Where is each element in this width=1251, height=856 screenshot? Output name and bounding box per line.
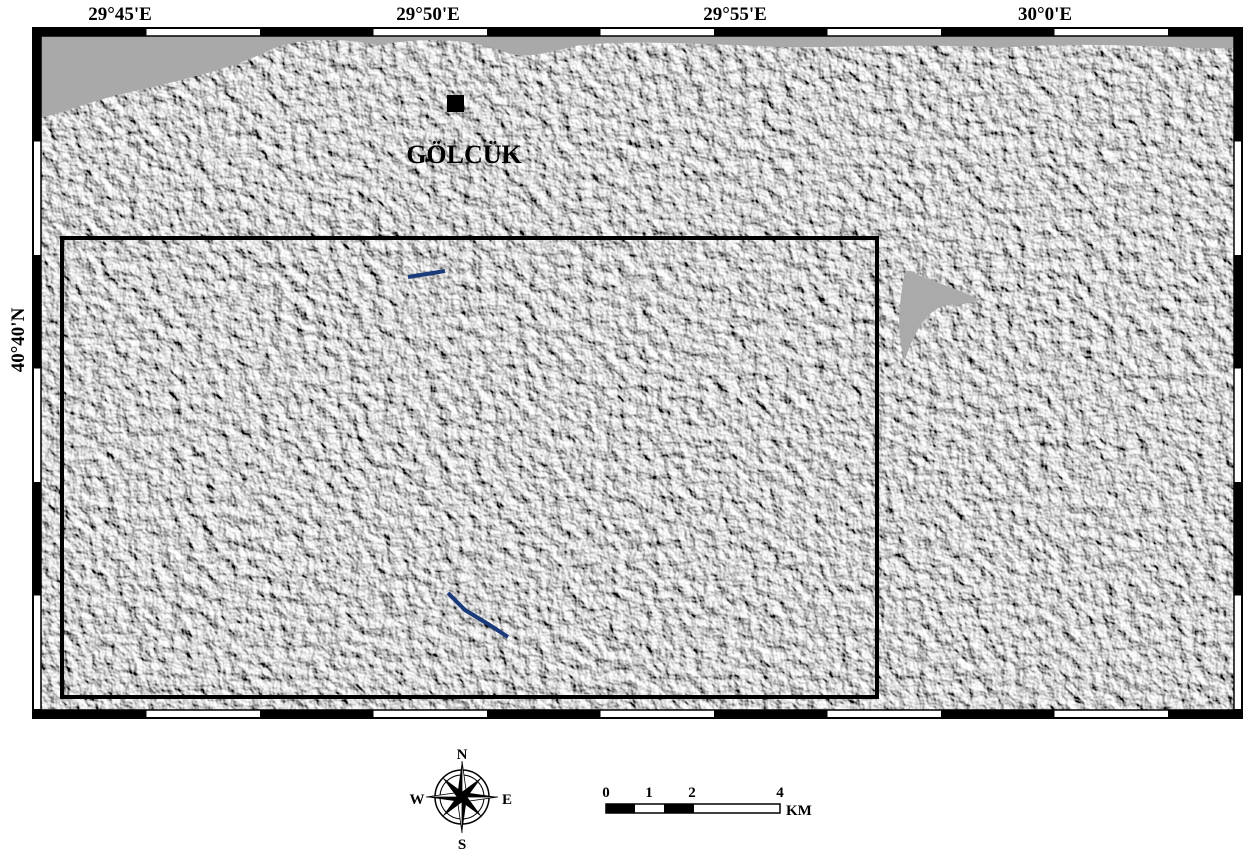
border-segment	[33, 142, 41, 256]
border-segment	[1234, 142, 1242, 256]
border-segment	[1234, 369, 1242, 483]
border-segment	[601, 28, 715, 36]
border-segment	[828, 28, 942, 36]
compass-rose: N S E W	[410, 747, 513, 853]
border-segment	[601, 710, 715, 718]
border-segment	[1168, 28, 1242, 36]
border-segment	[374, 710, 488, 718]
compass-east: E	[502, 792, 512, 808]
border-segment	[147, 710, 261, 718]
border-segment	[260, 710, 374, 718]
border-segment	[714, 710, 828, 718]
border-segment	[941, 710, 1055, 718]
scale-unit: KM	[786, 803, 812, 819]
border-segment	[147, 28, 261, 36]
border-segment	[374, 28, 488, 36]
place-label: GÖLCÜK	[406, 140, 522, 169]
border-segment	[1055, 28, 1169, 36]
compass-south: S	[458, 837, 466, 853]
town-marker	[447, 95, 464, 112]
scale-label: 4	[776, 785, 784, 801]
map-page: GÖLCÜK 29°45'E 29°50'E 29°55'E 30°0'E 40…	[0, 0, 1251, 856]
hillshade	[41, 36, 1234, 710]
border-segment	[1234, 28, 1242, 142]
border-segment	[33, 28, 147, 36]
border-segment	[487, 28, 601, 36]
border-segment	[1055, 710, 1169, 718]
longitude-label: 29°50'E	[396, 4, 460, 25]
border-segment	[33, 482, 41, 596]
terrain	[41, 36, 1234, 710]
scale-label: 1	[645, 785, 653, 801]
border-segment	[1168, 710, 1242, 718]
compass-north: N	[457, 747, 468, 763]
latitude-label: 40°40'N	[8, 307, 29, 372]
longitude-label: 29°45'E	[88, 4, 152, 25]
border-segment	[1234, 596, 1242, 710]
scale-bar: 0 1 2 4 KM	[602, 785, 812, 819]
border-segment	[1234, 482, 1242, 596]
border-segment	[828, 710, 942, 718]
scale-label: 2	[688, 785, 696, 801]
longitude-label: 30°0'E	[1018, 4, 1072, 25]
compass-west: W	[410, 792, 425, 808]
border-segment	[1234, 255, 1242, 369]
border-segment	[487, 710, 601, 718]
border-segment	[941, 28, 1055, 36]
border-segment	[714, 28, 828, 36]
border-segment	[33, 596, 41, 710]
scale-label: 0	[602, 785, 610, 801]
border-segment	[33, 369, 41, 483]
border-segment	[1234, 709, 1242, 718]
longitude-label: 29°55'E	[703, 4, 767, 25]
border-segment	[33, 255, 41, 369]
border-segment	[33, 28, 41, 142]
border-segment	[33, 709, 41, 718]
border-segment	[33, 710, 147, 718]
border-segment	[260, 28, 374, 36]
